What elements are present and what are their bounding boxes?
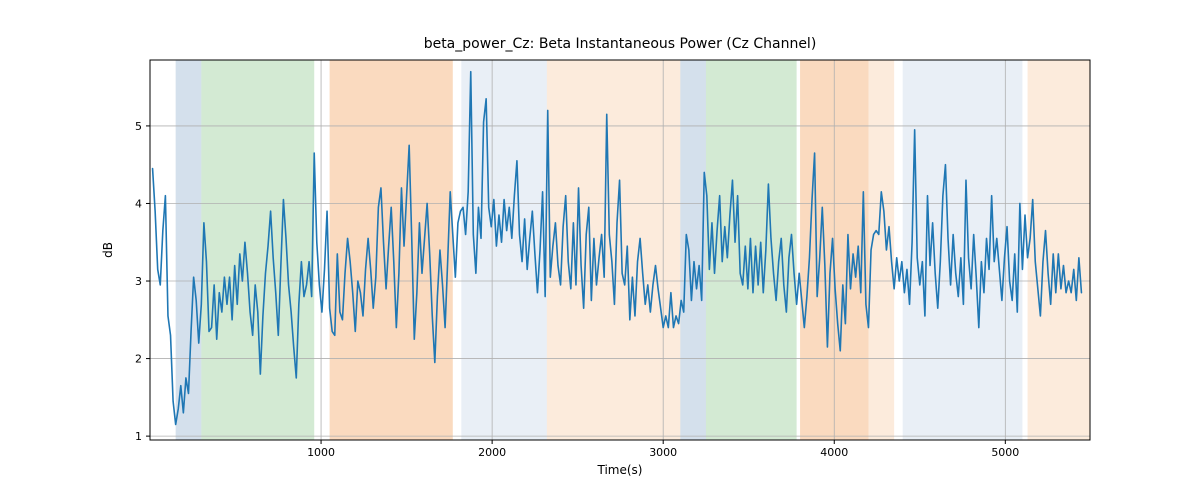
band-region bbox=[1028, 60, 1090, 440]
ytick-label: 2 bbox=[135, 353, 142, 366]
x-axis-label: Time(s) bbox=[597, 463, 643, 477]
ytick-label: 5 bbox=[135, 120, 142, 133]
xtick-label: 2000 bbox=[478, 446, 506, 459]
ytick-label: 3 bbox=[135, 275, 142, 288]
band-region bbox=[201, 60, 314, 440]
y-axis-label: dB bbox=[101, 242, 115, 258]
ytick-label: 4 bbox=[135, 197, 142, 210]
chart-svg: 1000 2000 3000 4000 5000 1 2 3 4 5 Time(s) dB beta_p… bbox=[0, 0, 1200, 500]
xtick-label: 1000 bbox=[307, 446, 335, 459]
xtick-label: 5000 bbox=[991, 446, 1019, 459]
chart-title: beta_power_Cz: Beta Instantaneous Power … bbox=[424, 36, 817, 52]
chart-container: 1000 2000 3000 4000 5000 1 2 3 4 5 Time(s) dB beta_p… bbox=[0, 0, 1200, 500]
ytick-label: 1 bbox=[135, 430, 142, 443]
band-region bbox=[547, 60, 680, 440]
xtick-label: 4000 bbox=[820, 446, 848, 459]
xtick-label: 3000 bbox=[649, 446, 677, 459]
